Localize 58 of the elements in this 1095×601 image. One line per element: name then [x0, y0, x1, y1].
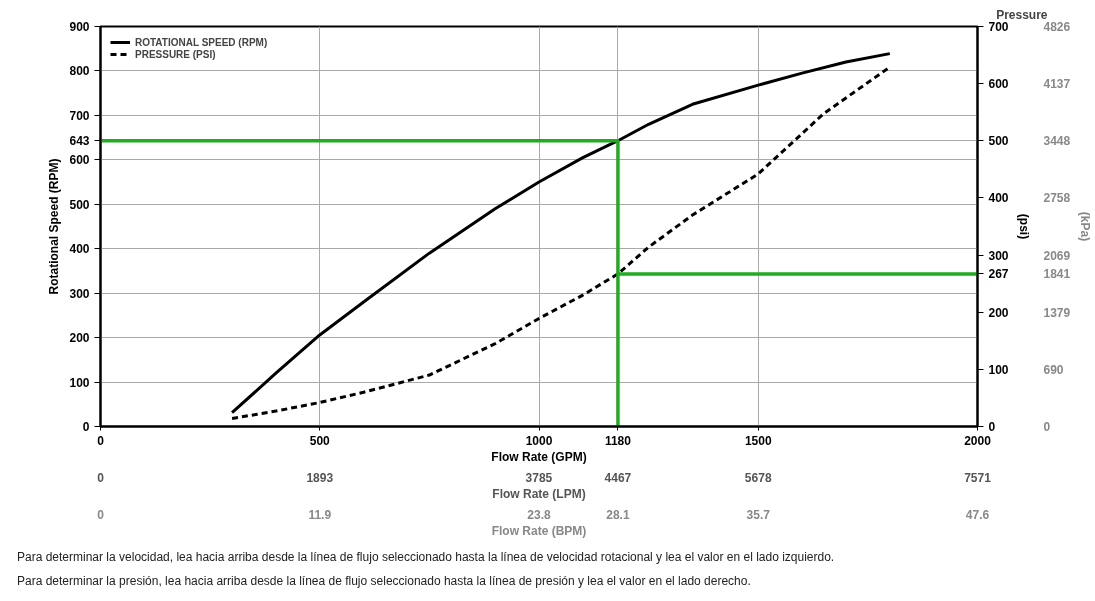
y-tick-label: 600	[69, 153, 90, 168]
y2-tick-label: 100	[988, 362, 1009, 377]
x-tick-label: 500	[309, 433, 331, 448]
text: Flow Rate (BPM)	[491, 523, 587, 538]
x2-tick-label: 7571	[964, 470, 992, 485]
y2-tick-label: 200	[988, 305, 1009, 320]
y3-tick-label: 690	[1043, 362, 1064, 377]
x2-tick-label: 4467	[604, 470, 632, 485]
y-tick-label: 900	[69, 20, 90, 34]
y-tick-label: 300	[69, 286, 90, 301]
y-tick-label: 0	[82, 420, 90, 434]
y-tick-label: 100	[69, 375, 90, 390]
annotation: Para determinar la velocidad, lea hacia arriba desde la línea de flujo seleccionado hasta la línea de velocidad rotacional y lea el valor en el lado izquierdo.	[17, 549, 835, 566]
x-tick-label: 1180	[604, 433, 632, 448]
y3-tick-label: 4137	[1043, 77, 1071, 92]
y3-tick-label: 0	[1043, 420, 1051, 434]
text: 35.7	[746, 507, 771, 522]
y-tick-label: 643	[69, 134, 90, 149]
y2-tick-label: 0	[988, 420, 996, 434]
legend-label: ROTATIONAL SPEED (RPM)	[135, 36, 268, 48]
y2-tick-label: 600	[988, 77, 1009, 92]
legend-label: PRESSURE (PSI)	[135, 48, 216, 60]
y3-tick-label: 1841	[1043, 267, 1071, 282]
y3-tick-label: 4826	[1043, 20, 1071, 34]
x2-tick-label: 3785	[525, 470, 553, 485]
text: 47.6	[965, 507, 990, 522]
y3-tick-label: 1379	[1043, 305, 1071, 320]
y2-tick-label: 300	[988, 248, 1009, 263]
y2-tick-label: 400	[988, 191, 1009, 206]
x2-tick-label: 0	[97, 470, 105, 485]
y-axis-title: Rotational Speed (RPM)	[47, 158, 62, 295]
text: 28.1	[606, 507, 630, 522]
text: 0	[97, 507, 105, 522]
y3-tick-label: 3448	[1043, 134, 1071, 149]
x2-tick-label: 1893	[306, 470, 334, 485]
x-tick-label: 2000	[964, 433, 992, 448]
text: Pressure	[996, 7, 1048, 22]
text: 23.8	[527, 507, 551, 522]
x-axis-title: Flow Rate (GPM)	[491, 449, 587, 464]
y3-axis-title: (kPa)	[1078, 211, 1093, 242]
x-tick-label: 0	[97, 433, 105, 448]
y-tick-label: 500	[69, 197, 90, 212]
text: 11.9	[308, 507, 332, 522]
y2-tick-label: 500	[988, 134, 1009, 149]
x2-axis-title: Flow Rate (LPM)	[492, 486, 586, 501]
x-tick-label: 1500	[744, 433, 772, 448]
y-tick-label: 800	[69, 64, 90, 79]
y2-tick-label: 700	[988, 20, 1009, 34]
y-tick-label: 200	[69, 331, 90, 346]
y3-tick-label: 2758	[1043, 191, 1071, 206]
y2-axis-title: (psi)	[1016, 213, 1031, 240]
y-tick-label: 700	[69, 108, 90, 123]
x-tick-label: 1000	[525, 433, 553, 448]
y-tick-label: 400	[69, 242, 90, 257]
y3-tick-label: 2069	[1043, 248, 1071, 263]
annotation: Para determinar la presión, lea hacia arriba desde la línea de flujo seleccionado hasta la línea de presión y lea el valor en el lado derecho.	[17, 573, 752, 590]
x2-tick-label: 5678	[744, 470, 772, 485]
y2-tick-label: 267	[988, 267, 1009, 282]
